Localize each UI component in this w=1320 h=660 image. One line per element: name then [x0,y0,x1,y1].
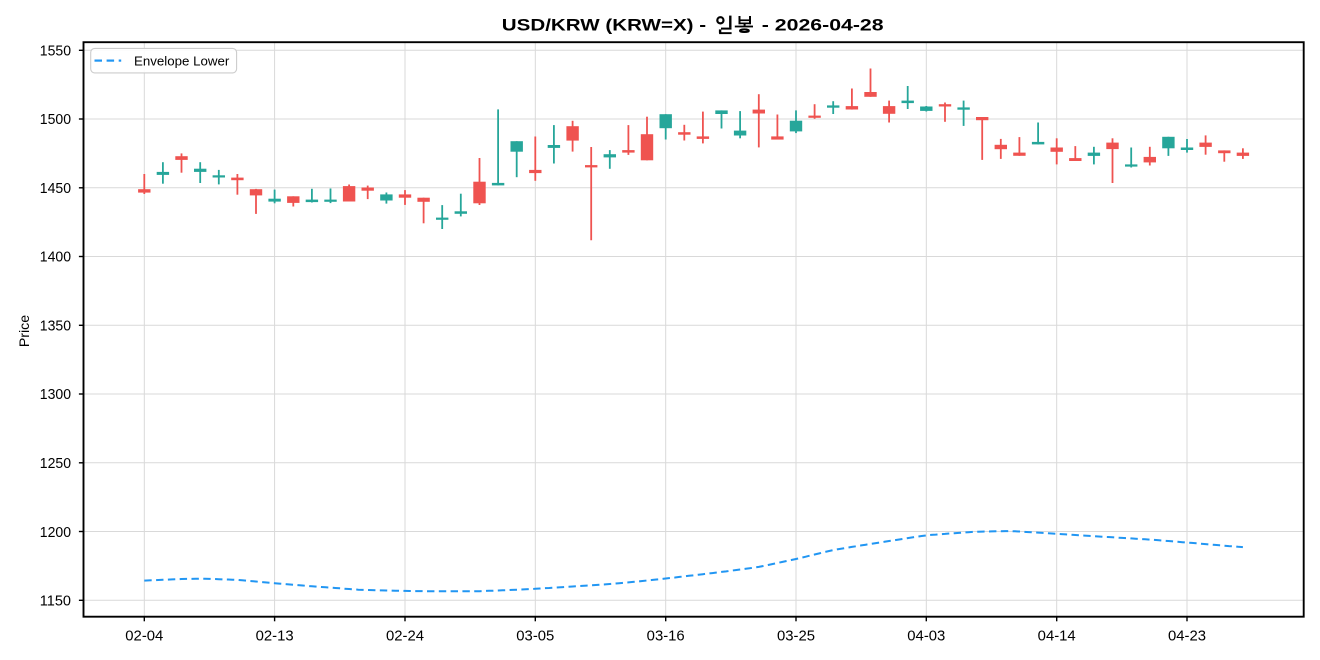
svg-text:1250: 1250 [40,456,71,472]
svg-text:1150: 1150 [40,594,71,610]
svg-text:1300: 1300 [40,387,71,403]
svg-text:1350: 1350 [40,319,71,335]
svg-text:- 2026-04-28: - 2026-04-28 [762,16,884,35]
svg-text:Price: Price [17,315,33,347]
svg-text:1450: 1450 [40,181,71,197]
svg-text:1200: 1200 [40,525,71,541]
svg-text:02-24: 02-24 [386,628,424,644]
svg-text:03-16: 03-16 [647,628,685,644]
svg-text:USD/KRW (KRW=X) -: USD/KRW (KRW=X) - [502,16,706,35]
svg-text:04-03: 04-03 [907,628,945,644]
svg-text:02-13: 02-13 [256,628,294,644]
svg-text:02-04: 02-04 [125,628,163,644]
svg-text:04-23: 04-23 [1168,628,1206,644]
svg-text:03-05: 03-05 [516,628,554,644]
svg-text:03-25: 03-25 [777,628,815,644]
svg-text:1400: 1400 [40,250,71,266]
svg-text:1550: 1550 [40,44,71,60]
svg-text:Envelope Lower: Envelope Lower [134,53,230,68]
svg-text:1500: 1500 [40,112,71,128]
svg-text:04-14: 04-14 [1038,628,1076,644]
